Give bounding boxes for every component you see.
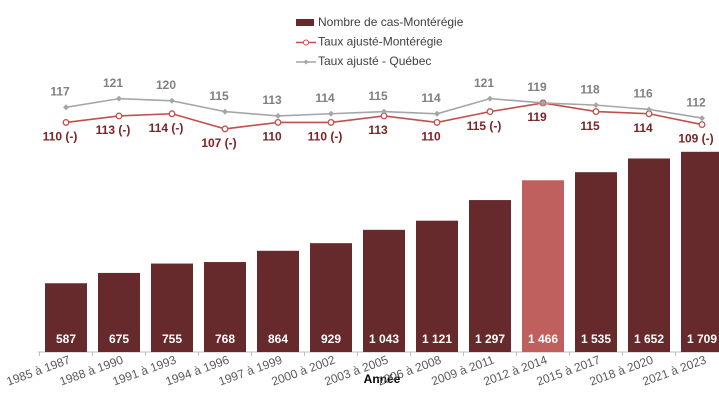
line-marker bbox=[434, 120, 440, 126]
line-value-label: 121 bbox=[103, 76, 123, 90]
bar bbox=[681, 152, 719, 352]
line-value-label: 114 bbox=[315, 91, 335, 105]
line-marker bbox=[487, 109, 493, 115]
line-value-label: 114 bbox=[633, 121, 653, 135]
line-value-label: 114 (-) bbox=[149, 121, 184, 135]
line-value-label: 121 bbox=[474, 76, 494, 90]
bar-value-label: 864 bbox=[268, 332, 288, 346]
line-value-label: 113 bbox=[368, 123, 388, 137]
line-marker bbox=[328, 111, 334, 117]
line-value-label: 110 (-) bbox=[308, 130, 343, 144]
legend-marker bbox=[304, 60, 309, 65]
legend-label: Taux ajusté-Montérégie bbox=[318, 35, 443, 49]
bar-value-label: 1 121 bbox=[422, 332, 452, 346]
line-marker bbox=[116, 96, 122, 102]
bar-value-label: 1 535 bbox=[581, 332, 611, 346]
bar bbox=[628, 158, 670, 352]
line-marker bbox=[275, 113, 281, 119]
line-value-label: 116 bbox=[633, 87, 653, 101]
legend-label: Nombre de cas-Montérégie bbox=[318, 15, 464, 29]
line-marker bbox=[275, 120, 281, 126]
legend-marker bbox=[304, 40, 309, 45]
bar bbox=[522, 180, 564, 352]
legend-label: Taux ajusté - Québec bbox=[318, 54, 431, 68]
chart: Année 1985 à 19871988 à 19901991 à 19931… bbox=[0, 0, 719, 410]
line-marker bbox=[593, 109, 599, 115]
line-value-label: 115 bbox=[368, 89, 388, 103]
line-value-label: 110 bbox=[421, 130, 441, 144]
line-marker bbox=[169, 98, 175, 104]
line-value-label: 115 bbox=[580, 119, 600, 133]
line-value-label: 110 bbox=[262, 130, 282, 144]
bar-value-label: 929 bbox=[321, 332, 341, 346]
line-value-label: 114 bbox=[421, 91, 441, 105]
bar-value-label: 675 bbox=[109, 332, 129, 346]
line-value-label: 110 (-) bbox=[43, 130, 78, 144]
line-value-label: 120 bbox=[156, 78, 176, 92]
line-value-label: 119 bbox=[527, 110, 547, 124]
line-value-label: 119 bbox=[527, 80, 547, 94]
line-marker bbox=[699, 115, 705, 121]
line-marker bbox=[63, 104, 69, 110]
bar-value-label: 587 bbox=[56, 332, 76, 346]
line-marker bbox=[487, 96, 493, 102]
bar-value-label: 1 709 bbox=[687, 332, 717, 346]
line-value-label: 115 (-) bbox=[467, 119, 502, 133]
line-marker bbox=[434, 111, 440, 117]
line-value-label: 113 (-) bbox=[96, 123, 131, 137]
line-marker bbox=[63, 120, 69, 126]
line-marker bbox=[328, 120, 334, 126]
line-value-label: 117 bbox=[50, 84, 70, 98]
bar-value-label: 768 bbox=[215, 332, 235, 346]
bar bbox=[575, 172, 617, 352]
line-marker bbox=[222, 126, 228, 132]
bar bbox=[469, 200, 511, 352]
bar-value-label: 1 297 bbox=[475, 332, 505, 346]
line-marker bbox=[116, 113, 122, 119]
line-value-label: 113 bbox=[262, 93, 282, 107]
bar-value-label: 1 466 bbox=[528, 332, 558, 346]
line-marker bbox=[593, 102, 599, 108]
line-value-label: 115 bbox=[209, 89, 229, 103]
bar-value-label: 755 bbox=[162, 332, 182, 346]
line-marker bbox=[169, 111, 175, 117]
line-value-label: 112 bbox=[686, 95, 706, 109]
line-value-label: 109 (-) bbox=[678, 132, 713, 146]
line-marker bbox=[222, 109, 228, 115]
line-marker bbox=[699, 122, 705, 128]
line-value-label: 118 bbox=[580, 82, 600, 96]
bar-value-label: 1 043 bbox=[369, 332, 399, 346]
bar-value-label: 1 652 bbox=[634, 332, 664, 346]
line-value-label: 107 (-) bbox=[201, 136, 236, 150]
legend-swatch bbox=[296, 19, 314, 26]
